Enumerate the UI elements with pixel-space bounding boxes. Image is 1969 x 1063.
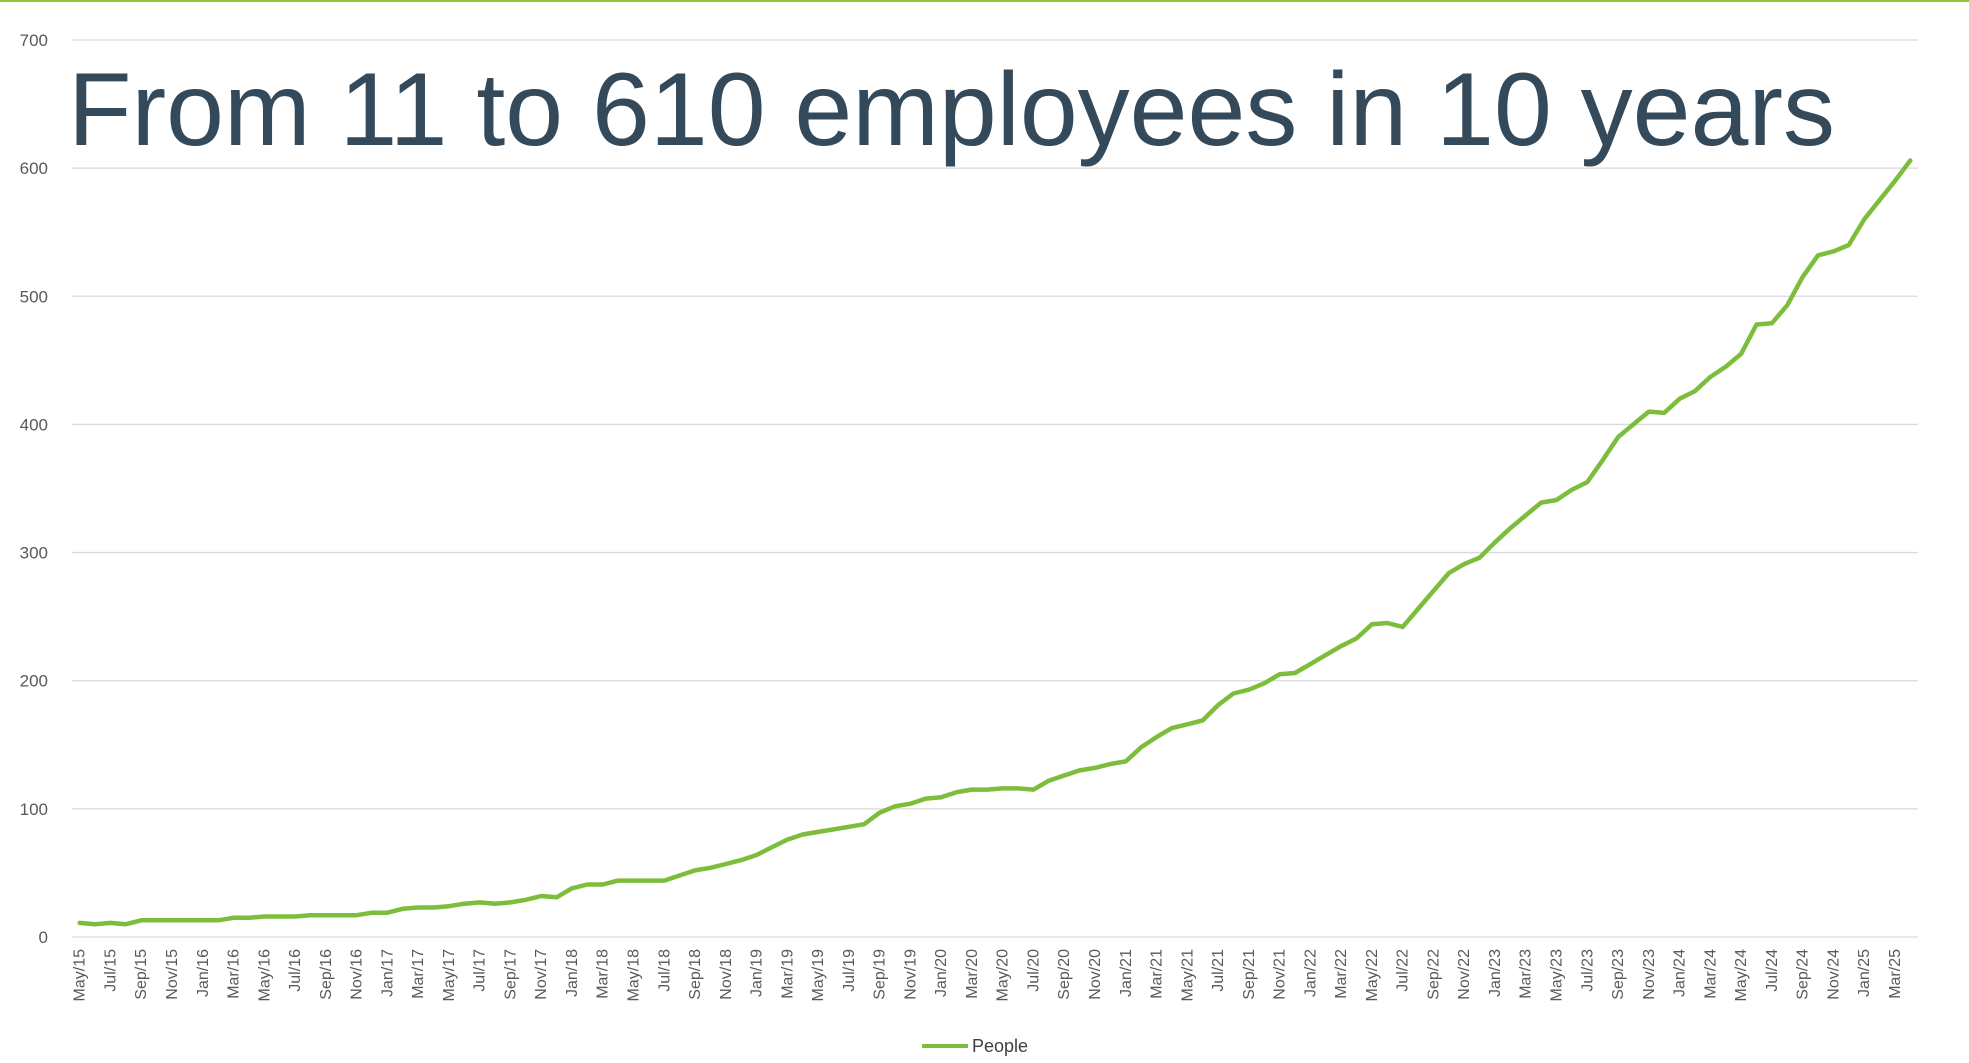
y-tick-label: 500: [20, 287, 48, 306]
x-tick-label: May/24: [1733, 949, 1750, 1002]
y-tick-label: 700: [20, 31, 48, 50]
x-tick-label: Mar/22: [1333, 949, 1350, 999]
x-tick-label: Jul/16: [287, 949, 304, 992]
y-tick-label: 100: [20, 800, 48, 819]
y-tick-label: 300: [20, 544, 48, 563]
x-tick-label: Jan/21: [1118, 949, 1135, 997]
x-tick-label: Jul/23: [1579, 949, 1596, 992]
x-tick-label: Sep/19: [872, 949, 889, 1000]
chart-title: From 11 to 610 employees in 10 years: [68, 52, 1835, 168]
x-tick-label: May/17: [441, 949, 458, 1002]
x-tick-label: Nov/21: [1272, 949, 1289, 1000]
x-tick-label: Nov/17: [533, 949, 550, 1000]
x-axis-tick-labels: May/15 Jul/15 Sep/15 Nov/15 Jan/16 Mar/16 May/…: [72, 949, 1904, 1002]
x-tick-label: Sep/18: [687, 949, 704, 1000]
x-tick-label: Jan/22: [1302, 949, 1319, 997]
x-tick-label: Jul/21: [1210, 949, 1227, 992]
x-tick-label: May/19: [810, 949, 827, 1002]
x-tick-label: Jan/20: [933, 949, 950, 997]
legend: People: [922, 1034, 1028, 1058]
y-axis-tick-labels: 0 100 200 300 400 500 600 700: [20, 31, 48, 947]
y-tick-label: 200: [20, 672, 48, 691]
x-tick-label: Sep/20: [1056, 949, 1073, 1000]
x-tick-label: Mar/25: [1887, 949, 1904, 999]
x-tick-label: May/16: [256, 949, 273, 1002]
x-tick-label: Jul/19: [841, 949, 858, 992]
x-tick-label: May/15: [72, 949, 89, 1002]
x-tick-label: Nov/16: [349, 949, 366, 1000]
x-tick-label: Jan/23: [1487, 949, 1504, 997]
series-layer: [77, 158, 1913, 927]
legend-swatch-people: [922, 1044, 968, 1048]
x-tick-label: May/18: [625, 949, 642, 1002]
x-tick-label: Nov/19: [902, 949, 919, 1000]
x-tick-label: Mar/24: [1702, 949, 1719, 999]
y-gridlines: [72, 39, 1918, 938]
x-tick-label: Jan/25: [1856, 949, 1873, 997]
x-tick-label: Nov/23: [1641, 949, 1658, 1000]
x-tick-label: Mar/20: [964, 949, 981, 999]
x-tick-label: Jul/15: [102, 949, 119, 992]
x-tick-label: Sep/16: [318, 949, 335, 1000]
x-tick-label: May/22: [1364, 949, 1381, 1002]
x-tick-label: Jul/18: [656, 949, 673, 992]
x-tick-label: Mar/19: [779, 949, 796, 999]
x-tick-label: Jan/17: [379, 949, 396, 997]
x-tick-label: Jan/16: [195, 949, 212, 997]
y-tick-label: 600: [20, 159, 48, 178]
x-tick-label: Sep/24: [1795, 949, 1812, 1000]
x-tick-label: Jul/17: [472, 949, 489, 992]
y-tick-label: 400: [20, 415, 48, 434]
x-tick-label: Sep/15: [133, 949, 150, 1000]
x-tick-label: Mar/18: [595, 949, 612, 999]
x-tick-label: Jan/24: [1672, 949, 1689, 997]
x-tick-label: Nov/15: [164, 949, 181, 1000]
x-tick-label: Jan/19: [749, 949, 766, 997]
x-tick-label: Sep/21: [1241, 949, 1258, 1000]
x-tick-label: Nov/20: [1087, 949, 1104, 1000]
y-tick-label: 0: [39, 928, 48, 947]
x-tick-label: Mar/16: [226, 949, 243, 999]
x-tick-label: Nov/24: [1825, 949, 1842, 1000]
x-tick-label: Nov/18: [718, 949, 735, 1000]
x-tick-label: Mar/17: [410, 949, 427, 999]
legend-label-people: People: [972, 1035, 1029, 1056]
x-tick-label: May/23: [1548, 949, 1565, 1002]
x-tick-label: Jul/24: [1764, 949, 1781, 992]
x-tick-label: Sep/23: [1610, 949, 1627, 1000]
x-tick-label: Jan/18: [564, 949, 581, 997]
top-accent-rule: [0, 0, 1969, 2]
x-tick-label: May/20: [995, 949, 1012, 1002]
series-line-people: [77, 158, 1913, 927]
x-tick-label: Jul/20: [1025, 949, 1042, 992]
x-tick-label: May/21: [1179, 949, 1196, 1002]
x-tick-label: Mar/21: [1149, 949, 1166, 999]
x-tick-label: Mar/23: [1518, 949, 1535, 999]
x-tick-label: Nov/22: [1456, 949, 1473, 1000]
x-tick-label: Sep/17: [502, 949, 519, 1000]
x-tick-label: Sep/22: [1425, 949, 1442, 1000]
x-tick-label: Jul/22: [1395, 949, 1412, 992]
